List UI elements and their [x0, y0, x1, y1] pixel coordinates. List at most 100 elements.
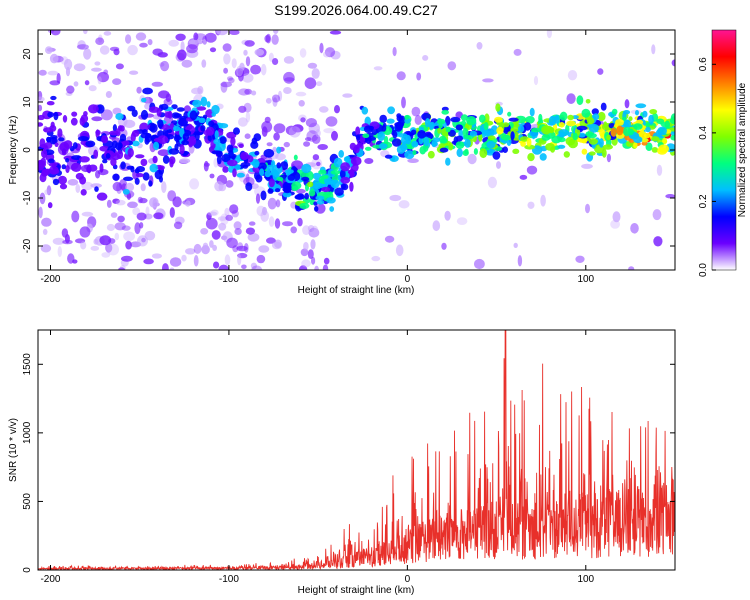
spectrogram-noise-blob — [247, 233, 260, 242]
spectrogram-noise-blob — [250, 64, 261, 75]
spectrogram-noise-blob — [482, 78, 494, 83]
spectrogram-noise-blob — [244, 40, 255, 47]
spectrogram-noise-blob — [151, 253, 162, 259]
spectrogram-ridge-blob — [148, 106, 160, 113]
spectrogram-ridge-blob — [112, 173, 120, 181]
spectrogram-noise-blob — [186, 44, 198, 54]
spectrogram-noise-blob — [311, 256, 316, 265]
snr-x-tick-label: -100 — [219, 574, 239, 585]
spectrogram-noise-blob — [305, 118, 317, 128]
spectrogram-ridge-blob — [240, 151, 249, 161]
spectrogram-noise-blob — [254, 48, 265, 56]
spectrogram-noise-blob — [606, 153, 612, 163]
spectrogram-ridge-blob — [254, 150, 260, 156]
spectrogram-noise-blob — [266, 237, 276, 244]
spectrogram-noise-blob — [238, 117, 248, 127]
spectrogram-noise-blob — [432, 220, 441, 232]
spectrogram-ridge-blob — [53, 111, 59, 121]
spectrogram-ridge-blob — [70, 117, 78, 126]
spectrogram-noise-blob — [106, 223, 115, 232]
spectrogram-noise-blob — [217, 216, 228, 222]
spectrogram-ridge-blob — [160, 124, 170, 131]
spectrogram-ridge-blob — [651, 136, 660, 142]
spectrogram-noise-blob — [656, 164, 663, 176]
spectrogram-ridge-blob — [495, 103, 501, 112]
spectrogram-ridge-blob — [486, 140, 496, 149]
spectrogram-ridge-blob — [585, 131, 594, 138]
spectrogram-noise-blob — [260, 63, 267, 76]
spectrogram-ridge-blob — [198, 117, 206, 124]
spectrogram-noise-blob — [223, 53, 231, 65]
spectrogram-ridge-blob — [326, 197, 336, 204]
spectrogram-ridge-blob — [122, 188, 130, 195]
spectrogram-ridge-blob — [633, 142, 638, 149]
spectrogram-ridge-blob — [334, 187, 344, 196]
spectrogram-noise-blob — [66, 85, 75, 94]
spectrogram-y-tick-label: 0 — [22, 147, 33, 153]
spectrogram-ridge-blob — [216, 150, 223, 157]
spectrogram-ridge-blob — [588, 123, 600, 133]
spectrogram-noise-blob — [103, 31, 112, 36]
spectrogram-noise-blob — [232, 245, 239, 253]
spectrogram-noise-blob — [121, 225, 131, 231]
spectrogram-ridge-blob — [355, 126, 361, 136]
spectrogram-noise-blob — [245, 227, 255, 235]
spectrogram-ridge-blob — [134, 177, 140, 185]
spectrogram-ridge-blob — [316, 199, 325, 205]
colorbar-bar — [711, 29, 737, 271]
spectrogram-ridge-blob — [448, 142, 454, 151]
spectrogram-noise-blob — [308, 227, 320, 238]
spectrogram-ridge-blob — [80, 114, 89, 123]
spectrogram-noise-blob — [303, 141, 311, 147]
spectrogram-ridge-blob — [623, 119, 632, 128]
spectrogram-ridge-blob — [39, 173, 47, 183]
spectrogram-noise-blob — [244, 243, 249, 253]
spectrogram-ridge-blob — [633, 123, 643, 130]
snr-y-tick-label: 0 — [22, 567, 33, 573]
spectrogram-noise-blob — [115, 63, 124, 70]
spectrogram-noise-blob — [88, 85, 97, 92]
spectrogram-noise-blob — [153, 212, 164, 220]
spectrogram-noise-blob — [575, 255, 585, 263]
spectrogram-noise-blob — [314, 265, 319, 270]
spectrogram-noise-blob — [71, 210, 80, 223]
spectrogram-ridge-blob — [173, 125, 181, 132]
spectrogram-noise-blob — [204, 32, 217, 43]
spectrogram-ridge-blob — [487, 135, 496, 141]
spectrogram-ridge-blob — [439, 147, 449, 153]
spectrogram-ridge-blob — [651, 147, 659, 153]
spectrogram-ridge-blob — [576, 95, 584, 106]
spectrogram-noise-blob — [127, 44, 138, 56]
spectrogram-noise-blob — [317, 144, 329, 150]
spectrogram-ridge-blob — [635, 110, 639, 116]
spectrogram-ridge-blob — [87, 164, 92, 174]
spectrogram-ridge-blob — [425, 118, 431, 128]
spectrogram-noise-blob — [225, 180, 234, 188]
spectrogram-ridge-blob — [338, 150, 345, 158]
spectrogram-noise-blob — [136, 86, 142, 94]
spectrogram-noise-blob — [207, 211, 218, 216]
spectrogram-noise-blob — [255, 193, 261, 204]
spectrogram-noise-blob — [407, 158, 419, 163]
spectrogram-ridge-blob — [353, 145, 360, 154]
spectrogram-ridge-blob — [404, 115, 410, 120]
spectrogram-noise-blob — [95, 170, 101, 179]
spectrogram-noise-blob — [218, 183, 227, 192]
spectrogram-noise-blob — [228, 77, 235, 84]
spectrogram-ridge-blob — [340, 183, 347, 190]
spectrogram-noise-blob — [261, 121, 273, 133]
spectrogram-ridge-blob — [99, 163, 104, 173]
spectrogram-ridge-blob — [301, 163, 312, 174]
spectrogram-ridge-blob — [39, 138, 46, 149]
spectrogram-ridge-blob — [478, 133, 483, 142]
spectrogram-ridge-blob — [466, 116, 477, 126]
spectrogram-noise-blob — [290, 226, 298, 234]
spectrogram-noise-blob — [319, 106, 329, 113]
spectrogram-ridge-blob — [645, 142, 653, 151]
spectrogram-ridge-blob — [166, 134, 175, 140]
spectrogram-ridge-blob — [101, 135, 109, 144]
spectrogram-noise-blob — [307, 225, 315, 232]
spectrogram-noise-blob — [244, 133, 251, 139]
spectrogram-ridge-blob — [236, 172, 245, 178]
